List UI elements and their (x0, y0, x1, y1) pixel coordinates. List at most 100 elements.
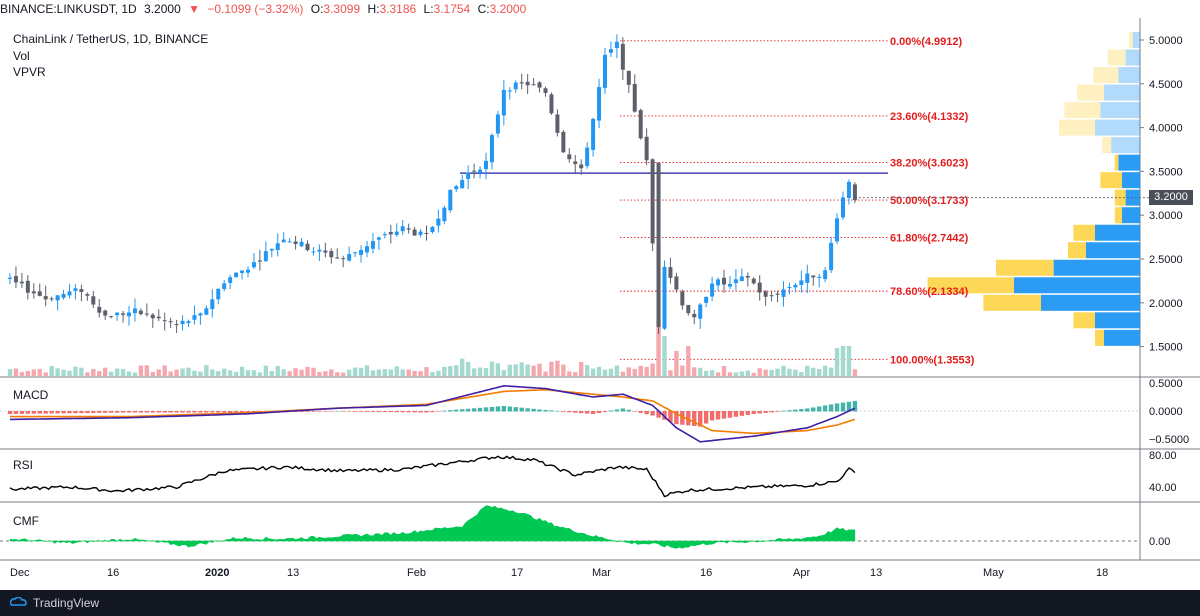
volume-bar (513, 364, 518, 376)
cmf-tick-label: 0.00 (1149, 536, 1170, 548)
macd-histogram-bar (25, 411, 31, 414)
volume-bar (210, 369, 215, 376)
macd-histogram-bar (174, 411, 179, 413)
volume-bar (775, 368, 780, 376)
volume-bar (763, 369, 768, 376)
date-tick-label: May (983, 567, 1004, 579)
volume-bar (299, 369, 304, 376)
volume-bar (144, 365, 150, 376)
volume-bar (103, 367, 108, 376)
candle-body (716, 279, 721, 286)
candle-body (347, 254, 352, 261)
price-tick-label: 4.0000 (1149, 123, 1183, 135)
volume-bar (400, 369, 405, 376)
price-tick-label: 2.5000 (1149, 254, 1183, 266)
macd-histogram-bar (799, 409, 804, 412)
candle-body (597, 87, 602, 121)
candle-body (484, 160, 488, 170)
volume-profile-down-bar (1095, 329, 1104, 346)
macd-histogram-bar (531, 408, 536, 412)
volume-profile-down-bar (1093, 67, 1119, 84)
vol-legend[interactable]: Vol (13, 49, 30, 63)
volume-bar (650, 363, 655, 376)
macd-histogram-bar (596, 411, 602, 414)
symbol-label[interactable]: BINANCE:LINKUSDT, 1D (0, 2, 137, 16)
candle-body (91, 296, 96, 305)
volume-bar (620, 371, 626, 376)
candle-body (823, 270, 828, 280)
date-tick-label: 13 (287, 567, 299, 579)
volume-bar (97, 371, 102, 376)
candle-body (466, 172, 471, 179)
candle-body (132, 308, 137, 314)
candle-body (216, 288, 221, 300)
date-tick-label: 13 (870, 567, 882, 579)
volume-bar (608, 368, 614, 376)
macd-histogram-bar (162, 411, 167, 413)
volume-bar (840, 346, 846, 376)
candle-body (680, 291, 685, 306)
macd-tick-label: 0.5000 (1149, 378, 1183, 390)
volume-bar (162, 365, 167, 376)
volume-bar (382, 369, 388, 376)
macd-histogram-bar (817, 406, 822, 412)
candle-body (662, 266, 667, 329)
macd-histogram-bar (507, 406, 512, 412)
macd-legend[interactable]: MACD (13, 388, 49, 402)
macd-histogram-bar (573, 411, 578, 413)
volume-bar (465, 361, 471, 376)
macd-line (10, 384, 856, 443)
candle-body (704, 296, 709, 303)
candle-body (222, 283, 227, 289)
candle-body (531, 84, 536, 86)
candle-body (25, 280, 30, 293)
macd-histogram-bar (454, 409, 459, 412)
candle-body (805, 273, 810, 283)
macd-histogram-bar (436, 411, 441, 412)
date-tick-label: 2020 (205, 567, 229, 579)
macd-histogram-bar (138, 411, 144, 413)
macd-histogram-bar (61, 411, 66, 414)
rsi-legend[interactable]: RSI (13, 458, 34, 472)
volume-bar (549, 361, 554, 376)
macd-histogram-bar (150, 411, 155, 413)
candle-body (638, 110, 643, 139)
macd-histogram-bar (727, 411, 733, 418)
volume-bar (436, 370, 441, 376)
candle-body (626, 70, 631, 85)
low-label: L: (423, 2, 434, 16)
macd-tick-label: 0.0000 (1149, 406, 1183, 418)
date-tick-label: 17 (511, 567, 523, 579)
macd-histogram-bar (733, 411, 739, 417)
macd-histogram-bar (793, 409, 798, 412)
footer-brand[interactable]: TradingView (33, 596, 100, 610)
chart-title[interactable]: ChainLink / TetherUS, 1D, BINANCE (13, 32, 209, 46)
cmf-legend[interactable]: CMF (13, 514, 39, 528)
macd-histogram-bar (168, 411, 173, 413)
macd-histogram-bar (703, 411, 709, 424)
volume-profile-down-bar (1059, 119, 1095, 136)
volume-bar (346, 369, 352, 376)
vpvr-legend[interactable]: VPVR (13, 65, 46, 79)
chart-canvas[interactable]: 0.00%(4.9912) 23.60%(4.1332) 38.20%(3.6023… (0, 0, 1200, 590)
macd-histogram-bar (156, 411, 161, 413)
crash-candle (656, 162, 661, 325)
candle-body (293, 241, 298, 245)
volume-bar (632, 368, 637, 376)
volume-profile-up-bar (1122, 172, 1140, 189)
macd-histogram-bar (335, 411, 340, 412)
candle-body (811, 275, 816, 278)
volume-profile-up-bar (1125, 49, 1140, 66)
macd-histogram-bar (781, 410, 786, 412)
macd-histogram-bar (299, 411, 304, 412)
candle-body (79, 289, 84, 292)
volume-bar (293, 368, 298, 376)
volume-bar (198, 371, 203, 376)
macd-histogram-bar (680, 411, 685, 425)
macd-histogram-bar (465, 408, 471, 412)
volume-bar (614, 365, 620, 376)
macd-histogram-bar (626, 409, 631, 412)
macd-histogram-bar (49, 411, 54, 414)
fib-level-label: 61.80%(2.7442) (890, 233, 969, 245)
candle-body (329, 251, 334, 258)
